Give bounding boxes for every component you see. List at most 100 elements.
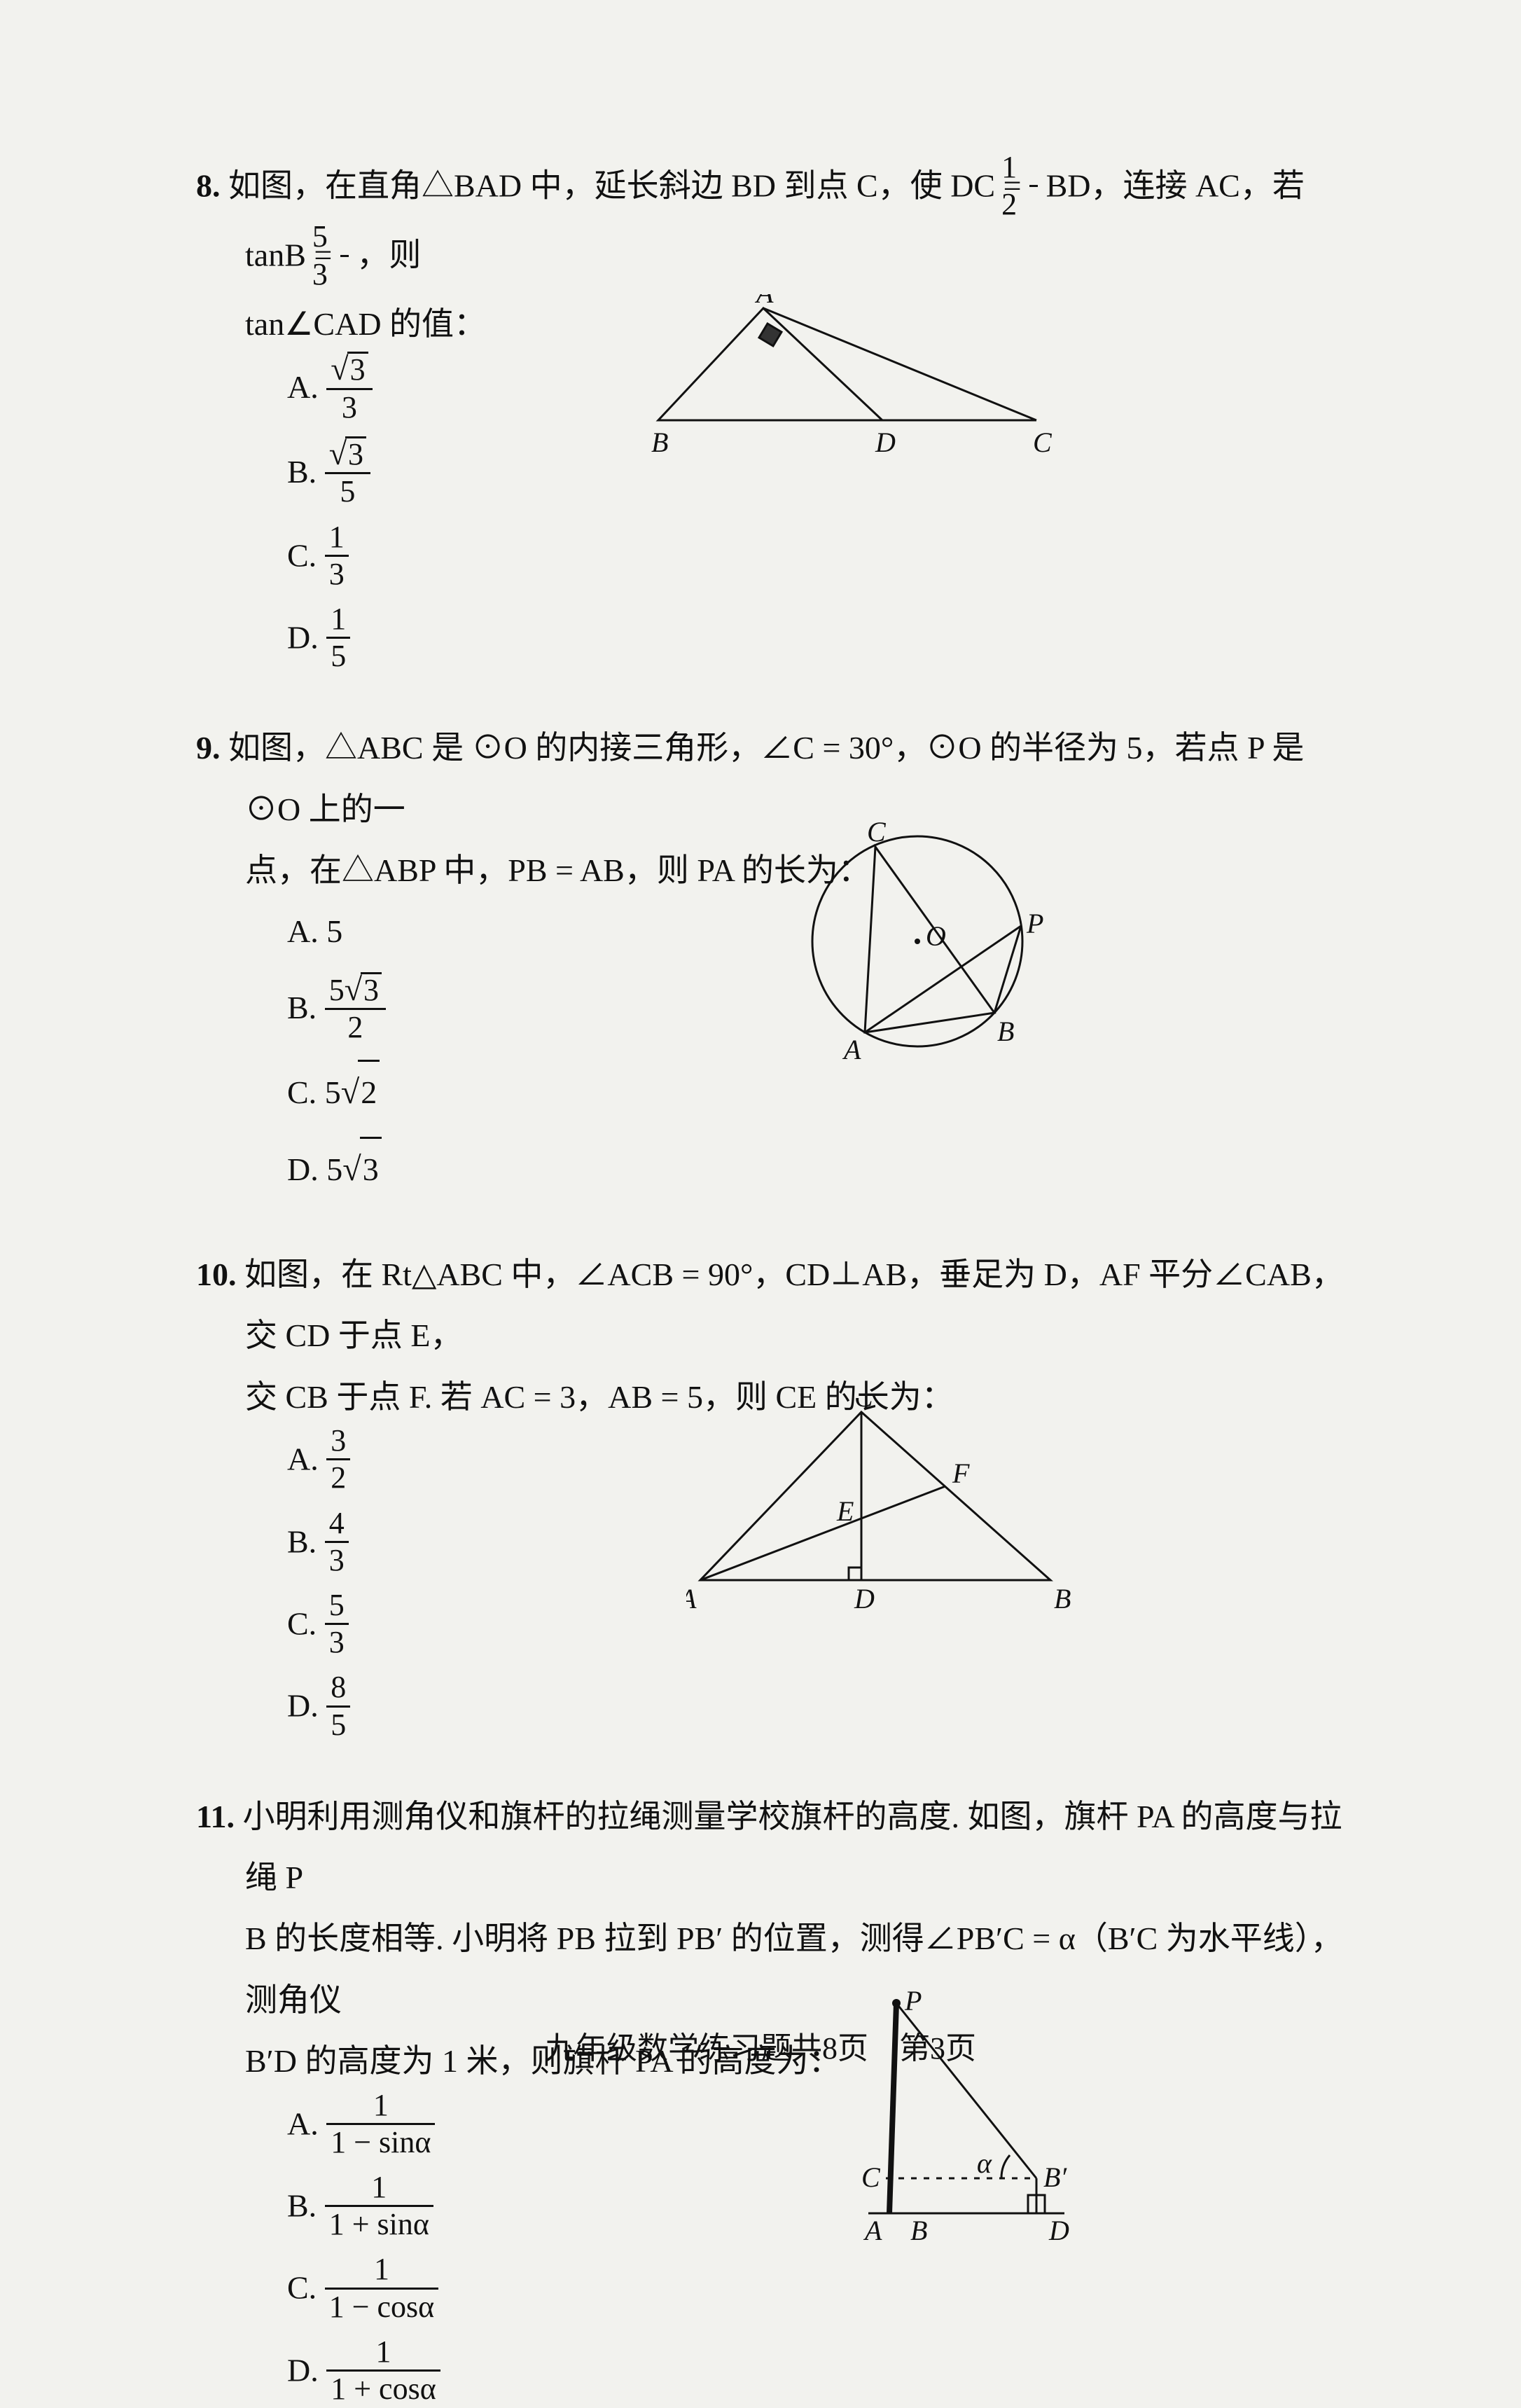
q11-choice-C: C. 1 1 − cosα: [287, 2256, 1353, 2325]
q11-choice-D-label: D.: [287, 2352, 319, 2388]
question-8: 8. 如图，在直角△BAD 中，延长斜边 BD 到点 C，使 DC = 1 2 …: [196, 154, 1353, 675]
q8-B-den: 5: [325, 474, 370, 508]
svg-text:B: B: [1054, 1583, 1071, 1614]
q9-B-num: 53: [325, 972, 386, 1011]
q8-frac1: 1 2: [1029, 151, 1038, 221]
q11-choice-C-label: C.: [287, 2270, 317, 2306]
svg-text:B′: B′: [1043, 2161, 1067, 2193]
exam-page: 8. 如图，在直角△BAD 中，延长斜边 BD 到点 C，使 DC = 1 2 …: [0, 0, 1521, 2236]
q11-choice-A-label: A.: [287, 2105, 319, 2141]
svg-text:B: B: [997, 1016, 1014, 1047]
q11-C-den: 1 − cosα: [325, 2290, 439, 2323]
q10-A-num: 3: [326, 1425, 350, 1460]
q8-choice-B-label: B.: [287, 454, 317, 490]
q8-frac2: 5 3: [340, 221, 349, 290]
q10-C-num: 5: [325, 1589, 349, 1625]
q8-D-num: 1: [326, 603, 350, 639]
q11-A-frac: 1 1 − sinα: [326, 2089, 435, 2159]
q11-stem-line1: 11. 小明利用测角仪和旗杆的拉绳测量学校旗杆的高度. 如图，旗杆 PA 的高度…: [196, 1786, 1353, 1909]
q10-D-num: 8: [326, 1671, 350, 1707]
q11-number: 11.: [196, 1799, 235, 1834]
q9-figure: COPAB: [770, 822, 1085, 1074]
q8-B-frac: 3 5: [325, 436, 370, 508]
q8-number: 8.: [196, 167, 221, 203]
q8-text-c: ，则: [356, 237, 421, 273]
q8-C-frac: 1 3: [325, 521, 349, 590]
q9-D-val: 53: [326, 1151, 382, 1187]
q11-A-num: 1: [326, 2089, 435, 2125]
q10-figure: ABCDEF: [686, 1398, 1092, 1622]
svg-text:D: D: [854, 1583, 875, 1614]
q10-text-a: 如图，在 Rt△ABC 中，∠ACB = 90°，CD⊥AB，垂足为 D，AF …: [244, 1257, 1344, 1353]
q10-A-den: 2: [326, 1460, 350, 1494]
q9-B-frac: 53 2: [325, 972, 386, 1044]
q9-choice-C-label: C.: [287, 1074, 317, 1110]
svg-text:O: O: [926, 920, 946, 952]
q10-B-num: 4: [325, 1507, 349, 1543]
question-9: 9. 如图，△ABC 是 ⊙O 的内接三角形，∠C = 30°，⊙O 的半径为 …: [196, 717, 1353, 1202]
svg-text:E: E: [836, 1495, 854, 1527]
q10-B-den: 3: [325, 1543, 349, 1577]
svg-text:P: P: [904, 1989, 922, 2016]
q8-choice-A-label: A.: [287, 369, 319, 405]
q11-C-frac: 1 1 − cosα: [325, 2253, 439, 2323]
q11-stem-line2: B 的长度相等. 小明将 PB 拉到 PB′ 的位置，测得∠PB′C = α（B…: [196, 1908, 1353, 2030]
q8-frac1-den: 2: [1029, 187, 1038, 221]
svg-text:F: F: [952, 1458, 970, 1489]
q10-C-frac: 5 3: [325, 1589, 349, 1659]
q11-B-num: 1: [325, 2171, 433, 2207]
svg-text:A: A: [863, 2215, 882, 2246]
q8-A-frac: 3 3: [326, 352, 372, 424]
q11-choices: A. 1 1 − sinα B. 1 1 + sinα C. 1 1 − cos…: [196, 2092, 1353, 2408]
q8-text-a: 如图，在直角△BAD 中，延长斜边 BD 到点 C，使 DC =: [228, 167, 1029, 203]
q8-A-den: 3: [326, 390, 372, 424]
q11-C-num: 1: [325, 2253, 439, 2289]
question-10: 10. 如图，在 Rt△ABC 中，∠ACB = 90°，CD⊥AB，垂足为 D…: [196, 1244, 1353, 1744]
q9-choice-B-label: B.: [287, 990, 317, 1025]
q8-frac2-den: 3: [340, 257, 349, 291]
q9-B-den: 2: [325, 1010, 386, 1044]
q9-choice-D-label: D.: [287, 1151, 319, 1187]
q9-choice-D: D. 53: [287, 1137, 1353, 1202]
q10-stem-line1: 10. 如图，在 Rt△ABC 中，∠ACB = 90°，CD⊥AB，垂足为 D…: [196, 1244, 1353, 1366]
q8-choice-D: D. 1 5: [287, 606, 1353, 675]
q8-B-num: 3: [325, 436, 370, 475]
q10-choice-C-label: C.: [287, 1605, 317, 1641]
svg-text:C: C: [861, 2161, 881, 2193]
q10-D-frac: 8 5: [326, 1671, 350, 1741]
q10-A-frac: 3 2: [326, 1425, 350, 1494]
q11-choice-D: D. 1 1 + cosα: [287, 2339, 1353, 2408]
q8-frac2-num: 5: [340, 221, 349, 256]
q8-frac1-num: 1: [1029, 151, 1038, 187]
q11-B-den: 1 + sinα: [325, 2207, 433, 2241]
q11-D-frac: 1 1 + cosα: [326, 2336, 440, 2405]
q10-C-den: 3: [325, 1625, 349, 1659]
svg-text:B: B: [651, 427, 668, 455]
q11-A-den: 1 − sinα: [326, 2125, 435, 2159]
q8-D-frac: 1 5: [326, 603, 350, 672]
q11-D-den: 1 + cosα: [326, 2372, 440, 2405]
q9-text-a: 如图，△ABC 是 ⊙O 的内接三角形，∠C = 30°，⊙O 的半径为 5，若…: [228, 730, 1304, 826]
q8-C-num: 1: [325, 521, 349, 557]
q10-D-den: 5: [326, 1708, 350, 1741]
q8-stem-line1: 8. 如图，在直角△BAD 中，延长斜边 BD 到点 C，使 DC = 1 2 …: [196, 154, 1353, 293]
q10-B-frac: 4 3: [325, 1507, 349, 1577]
svg-text:D: D: [875, 427, 896, 455]
q8-choice-C-label: C.: [287, 537, 317, 573]
svg-text:B: B: [910, 2215, 927, 2246]
q9-choice-A-text: 5: [326, 913, 342, 949]
q11-text-a: 小明利用测角仪和旗杆的拉绳测量学校旗杆的高度. 如图，旗杆 PA 的高度与拉绳 …: [242, 1799, 1342, 1895]
page-footer: 九年级数学练习题共8页 第3页: [0, 2023, 1521, 2068]
q8-D-den: 5: [326, 639, 350, 672]
svg-text:A: A: [754, 294, 774, 309]
q10-choice-D-label: D.: [287, 1688, 319, 1724]
svg-text:A: A: [686, 1583, 697, 1614]
q8-C-den: 3: [325, 557, 349, 590]
q8-A-num: 3: [326, 352, 372, 390]
svg-text:P: P: [1026, 908, 1043, 939]
svg-text:D: D: [1048, 2215, 1069, 2246]
q8-figure: ABDC: [644, 294, 1078, 455]
q10-number: 10.: [196, 1257, 237, 1292]
svg-text:A: A: [842, 1034, 861, 1065]
svg-text:α: α: [977, 2147, 992, 2179]
